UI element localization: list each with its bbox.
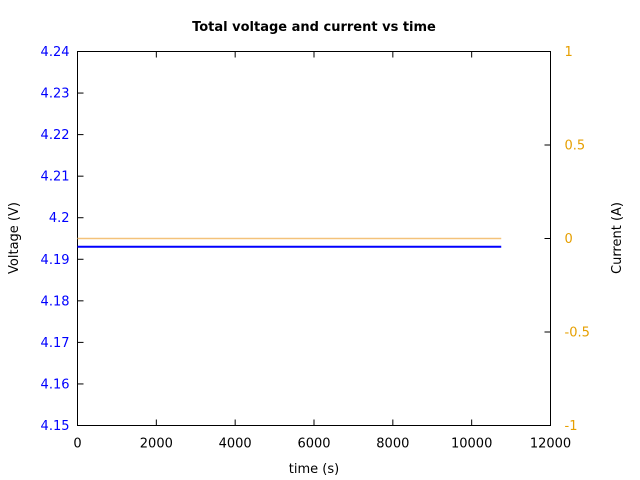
y-right-tick-label: 0 (565, 232, 573, 247)
x-axis-label: time (s) (289, 462, 339, 477)
y-right-axis-label: Current (A) (610, 202, 625, 274)
x-tick-label: 4000 (219, 437, 252, 452)
y-left-tick-label: 4.21 (41, 170, 70, 185)
series-layer (77, 237, 502, 248)
x-tick-label: 2000 (140, 437, 173, 452)
y-left-axis: 4.15 4.16 4.17 4.18 4.19 4.2 4.21 4.22 4.23 4.24 (41, 45, 84, 434)
x-tick-label: 12000 (530, 437, 571, 452)
y-right-tick-label: 1 (565, 45, 573, 60)
y-left-tick-label: 4.22 (41, 128, 70, 143)
y-right-tick-label: -1 (565, 419, 578, 434)
y-left-tick-label: 4.19 (41, 253, 70, 268)
y-left-tick-label: 4.16 (41, 377, 70, 392)
y-left-tick-label: 4.24 (41, 45, 70, 60)
y-right-tick-label: -0.5 (565, 326, 590, 341)
x-tick-label: 0 (73, 437, 81, 452)
y-left-axis-label: Voltage (V) (7, 202, 22, 274)
x-tick-label: 6000 (297, 437, 330, 452)
y-left-tick-label: 4.2 (49, 211, 70, 226)
chart-title: Total voltage and current vs time (192, 20, 436, 35)
x-axis: 0 2000 4000 6000 8000 10000 12000 (73, 51, 571, 452)
y-left-tick-label: 4.15 (41, 419, 70, 434)
x-tick-label: 10000 (451, 437, 492, 452)
x-tick-label: 8000 (376, 437, 409, 452)
y-left-tick-label: 4.17 (41, 336, 70, 351)
y-right-tick-label: 0.5 (565, 139, 586, 154)
y-left-tick-label: 4.18 (41, 294, 70, 309)
y-left-tick-label: 4.23 (41, 87, 70, 102)
y-right-axis: -1 -0.5 0 0.5 1 (544, 45, 590, 434)
